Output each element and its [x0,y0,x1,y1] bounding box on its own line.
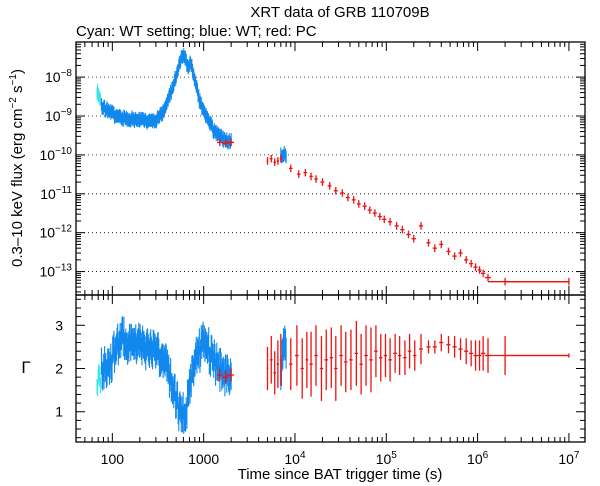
flux-tick-label-exponent: −13 [55,263,72,274]
x-tick-label: 107 [558,450,580,467]
photon-index-tick-label: 1 [55,404,63,420]
flux-gridlines [76,76,585,272]
flux-tick-label-exponent: −8 [61,68,73,79]
photon-index-tick-label-base: 3 [55,317,63,333]
flux-tick-label-base: 10 [39,225,55,241]
x-tick-label-base: 1000 [188,451,219,467]
flux-tick-label: 10−8 [45,68,72,85]
photon-index-tick-label-base: 2 [55,361,63,377]
flux-tick-label: 10−11 [40,185,72,202]
x-axis-label: Time since BAT trigger time (s) [238,466,443,483]
x-tick-label: 104 [284,450,306,467]
flux-tick-label-base: 10 [39,264,55,280]
flux-axis-label-main: 0.3–10 keV flux (erg cm [9,109,26,267]
flux-tick-label: 10−12 [39,224,72,241]
flux-plot-frame [75,41,586,296]
flux-tick-label: 10−13 [39,263,72,280]
x-tick-label-exponent: 7 [574,450,580,461]
x-tick-label-base: 10 [558,451,574,467]
flux-axis-label-sup1: −2 [8,97,19,109]
chart-title: XRT data of GRB 110709B [250,4,429,21]
x-tick-label: 1000 [188,451,219,467]
x-tick-label-base: 10 [376,451,392,467]
flux-tick-label-base: 10 [45,108,61,124]
flux-tick-label-exponent: −10 [55,146,72,157]
flux-axis-label-mid: s [9,85,26,97]
x-tick-label: 100 [101,451,125,467]
flux-tick-label-exponent: −9 [61,107,73,118]
flux-tick-label-exponent: −11 [56,185,73,196]
flux-axis-label-end: ) [9,69,26,74]
flux-tick-label-base: 10 [39,147,55,163]
photon-index-tick-label-base: 1 [55,404,63,420]
flux-series [96,48,570,286]
x-tick-label-exponent: 5 [391,450,397,461]
flux-tick-label-base: 10 [40,186,56,202]
flux-tick-label: 10−9 [45,107,72,124]
x-tick-label-base: 10 [467,451,483,467]
photon-index-axis-label: Γ [21,358,30,377]
chart-subtitle: Cyan: WT setting; blue: WT; red: PC [76,23,317,40]
x-tick-label-exponent: 4 [300,450,306,461]
flux-axis-label: 0.3–10 keV flux (erg cm−2 s−1) [8,69,26,267]
x-tick-label: 105 [376,450,398,467]
photon-index-tick-label: 3 [55,317,63,333]
x-tick-label-base: 100 [101,451,125,467]
flux-tick-label: 10−10 [39,146,72,163]
flux-axis-label-sup2: −1 [8,74,19,86]
flux-tick-label-base: 10 [45,69,61,85]
x-tick-label-base: 10 [284,451,300,467]
photon-index-tick-label: 2 [55,361,63,377]
flux-tick-label-exponent: −12 [55,224,72,235]
photon-index-series [96,316,570,434]
x-tick-label-exponent: 6 [483,450,489,461]
x-tick-label: 106 [467,450,489,467]
